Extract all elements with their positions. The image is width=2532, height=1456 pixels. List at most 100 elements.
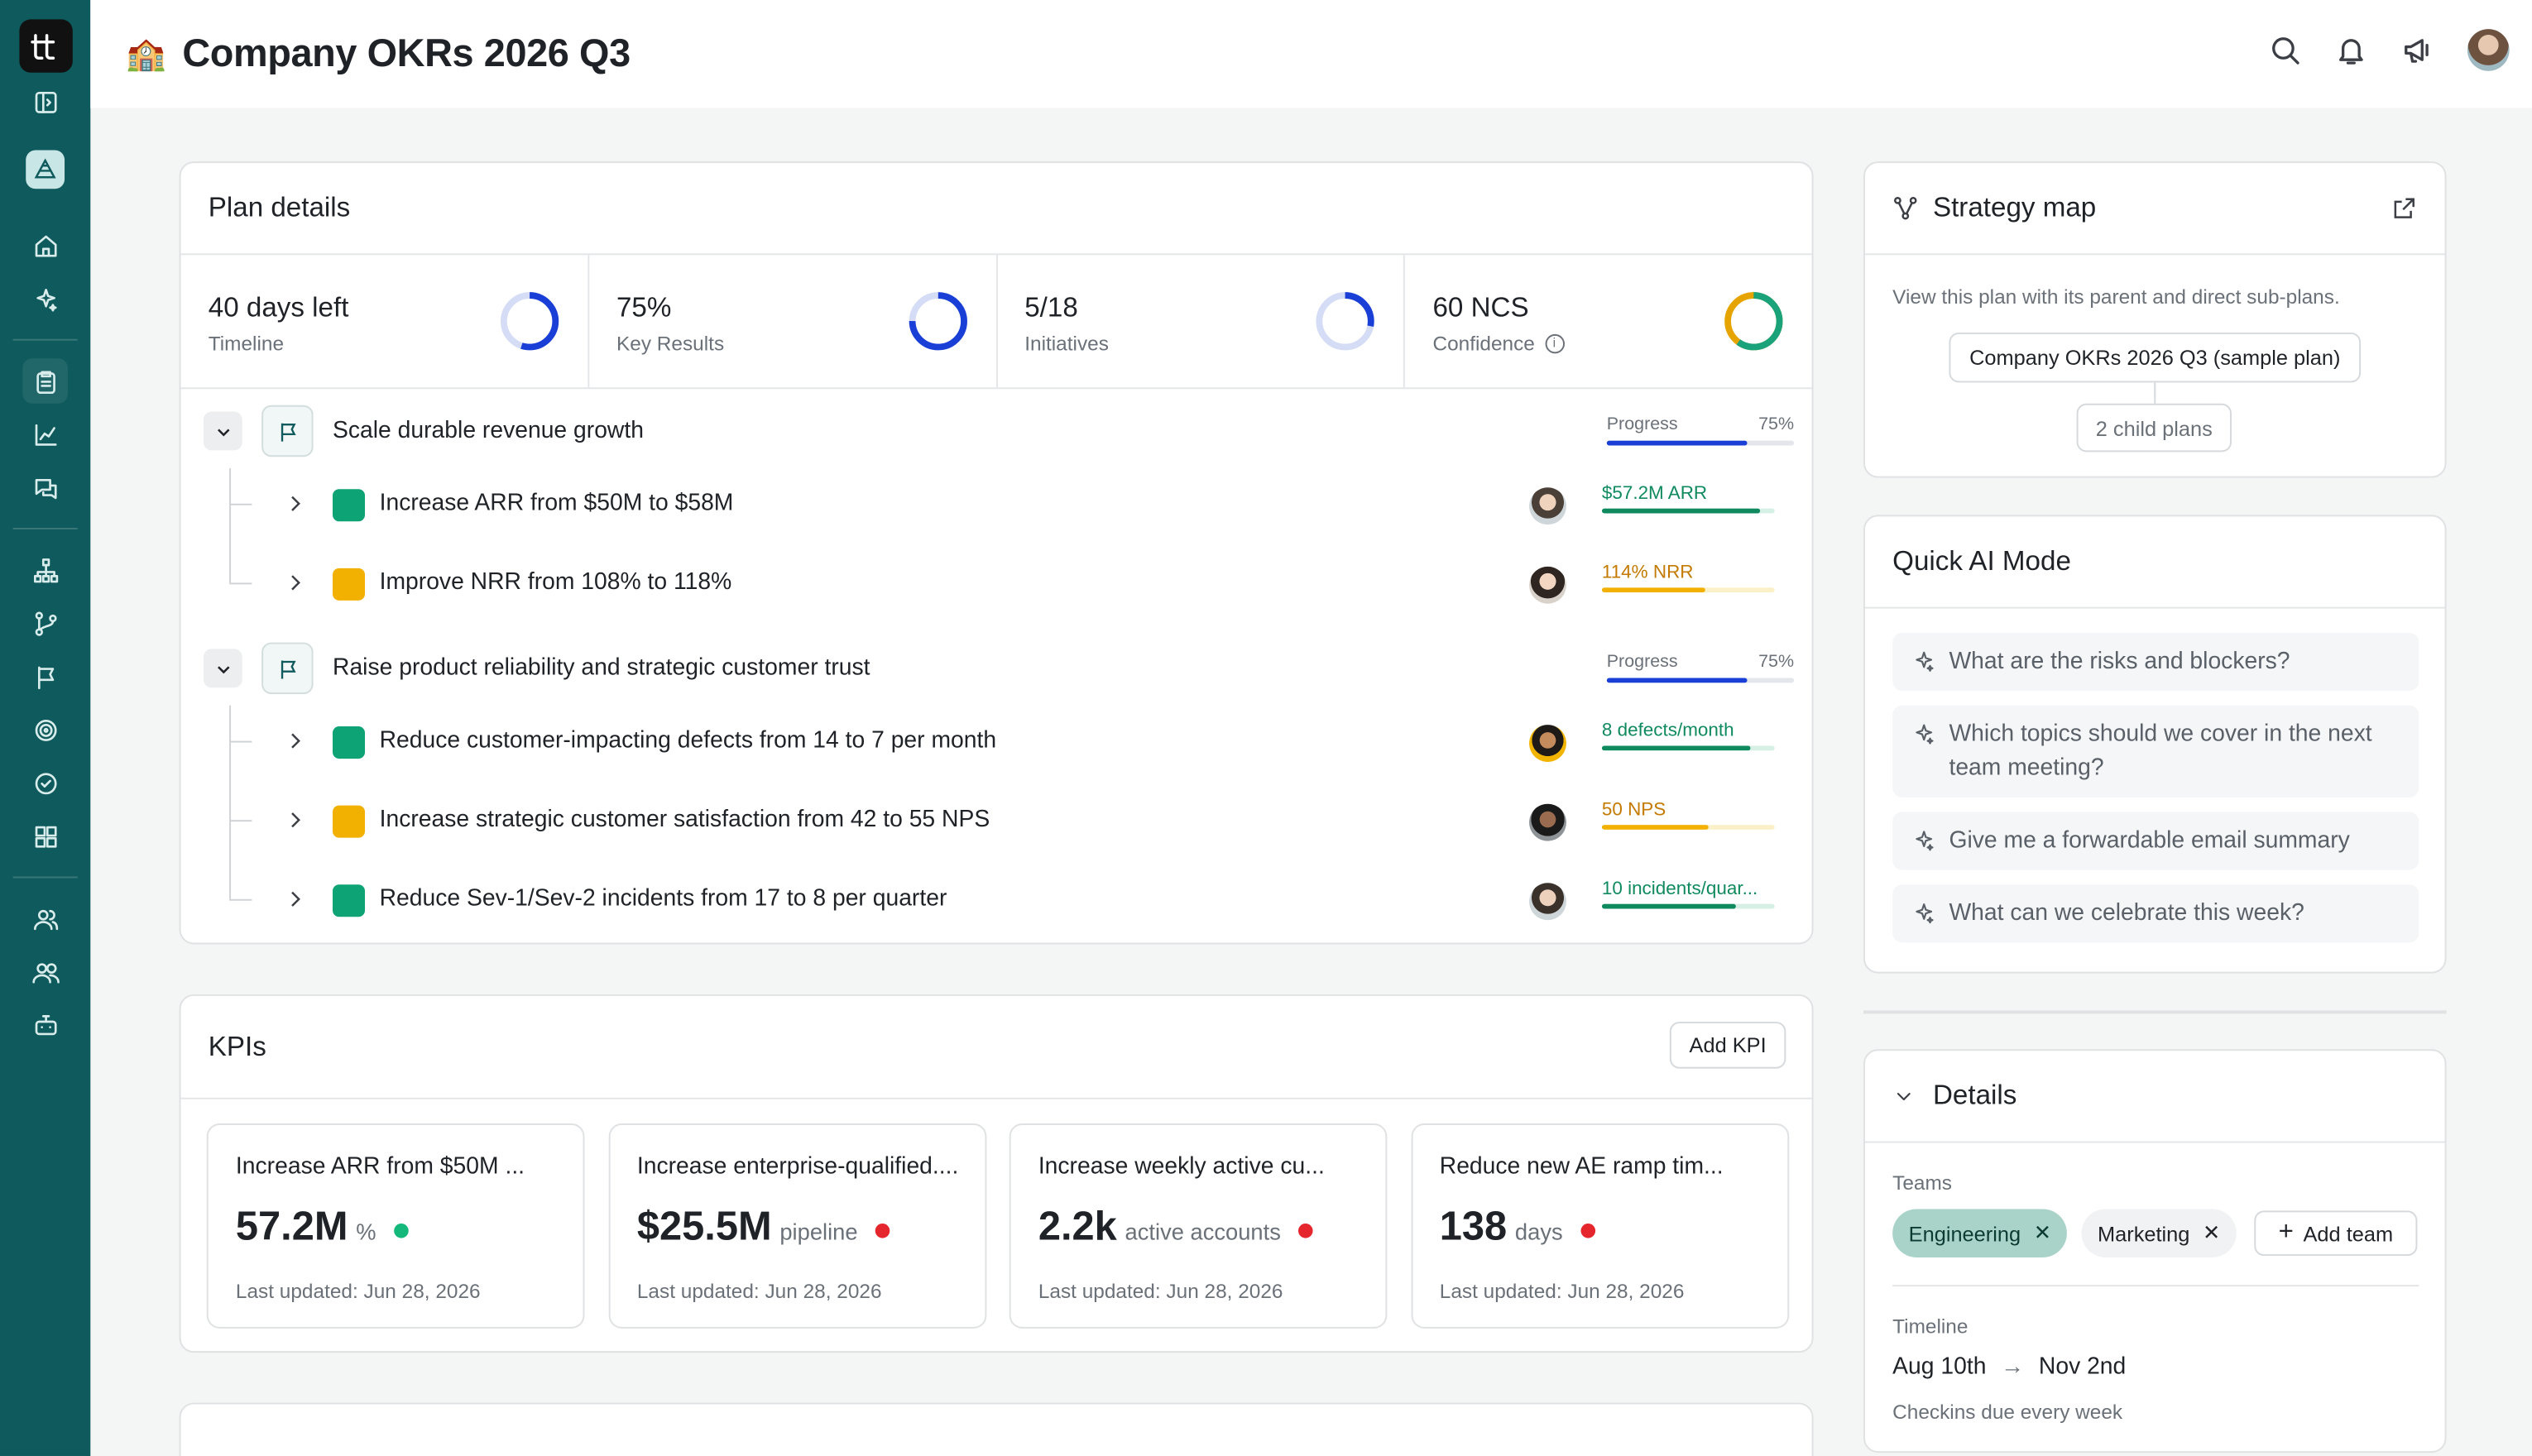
key-result-metric: 114% NRR — [1601, 563, 1775, 593]
app-logo[interactable] — [18, 19, 72, 73]
flag-icon[interactable] — [22, 654, 68, 699]
flag-icon — [280, 659, 295, 678]
chevron-down-icon[interactable] — [1892, 1085, 1915, 1107]
key-result-title[interactable]: Increase strategic customer satisfaction… — [379, 807, 990, 833]
objective-row[interactable]: Raise product reliability and strategic … — [181, 642, 1815, 707]
expand-button[interactable] — [284, 809, 306, 831]
user-avatar[interactable] — [2467, 29, 2510, 71]
key-result-metric: 10 incidents/quar... — [1601, 879, 1775, 909]
expand-button[interactable] — [284, 730, 306, 752]
metric-bar-fill — [1601, 825, 1710, 830]
kpi-updated: Last updated: Jun 28, 2026 — [1439, 1280, 1685, 1303]
owner-avatar[interactable] — [1529, 487, 1566, 525]
objective-title[interactable]: Raise product reliability and strategic … — [333, 655, 870, 682]
kpi-card[interactable]: Increase weekly active cu... 2.2k active a… — [1009, 1123, 1388, 1329]
quick-ai-card: Quick AI Mode What are the risks and blo… — [1863, 515, 2447, 974]
child-plans-node[interactable]: 2 child plans — [2076, 403, 2232, 453]
chevron-right-icon — [291, 891, 300, 907]
kpis-card: KPIs Add KPI Increase ARR from $50M ... 5… — [179, 994, 1814, 1353]
progress-ring — [1724, 292, 1783, 351]
chevron-down-icon — [217, 665, 229, 673]
remove-team-icon[interactable]: ✕ — [2202, 1220, 2221, 1245]
owner-avatar[interactable] — [1529, 883, 1566, 921]
metric-value: 8 defects/month — [1601, 721, 1734, 741]
kpi-card[interactable]: Increase ARR from $50M ... 57.2M% Last upd… — [206, 1123, 585, 1329]
ai-prompt[interactable]: Which topics should we cover in the next… — [1892, 705, 2419, 797]
bell-icon[interactable] — [2335, 34, 2367, 66]
kpi-card[interactable]: Increase enterprise-qualified.... $25.5M p… — [607, 1123, 986, 1329]
key-result-row[interactable]: Increase strategic customer satisfaction… — [181, 801, 1815, 867]
ring-fill — [1316, 292, 1375, 351]
stat-label-text: Initiatives — [1024, 332, 1109, 356]
owner-avatar[interactable] — [1529, 566, 1566, 604]
ai-prompt-text: Which topics should we cover in the next… — [1949, 721, 2372, 781]
check-circle-icon[interactable] — [22, 760, 68, 806]
expand-button[interactable] — [284, 492, 306, 515]
ai-prompt[interactable]: What can we celebrate this week? — [1892, 884, 2419, 943]
users-icon[interactable] — [22, 896, 68, 941]
okr-pyramid-icon[interactable] — [26, 150, 65, 189]
chat-icon[interactable] — [22, 465, 68, 510]
key-result-row[interactable]: Reduce Sev-1/Sev-2 incidents from 17 to … — [181, 879, 1815, 946]
tree-connector — [229, 582, 252, 585]
parent-plan-node[interactable]: Company OKRs 2026 Q3 (sample plan) — [1949, 332, 2362, 383]
stat-label-text: Confidence — [1432, 332, 1535, 356]
kpi-card[interactable]: Reduce new AE ramp tim... 138 days Last upd… — [1410, 1123, 1789, 1329]
stat-label-text: Key Results — [616, 332, 725, 356]
collapse-button[interactable] — [203, 411, 242, 451]
clipboard-icon[interactable] — [22, 358, 68, 404]
remove-team-icon[interactable]: ✕ — [2033, 1220, 2051, 1245]
key-result-row[interactable]: Improve NRR from 108% to 118% 114% NRR — [181, 563, 1815, 630]
kpi-updated: Last updated: Jun 28, 2026 — [1038, 1280, 1283, 1303]
home-icon[interactable] — [22, 223, 68, 268]
objective-row[interactable]: Scale durable revenue growth Progress 75% — [181, 405, 1815, 470]
bot-icon[interactable] — [22, 1003, 68, 1048]
chevron-right-icon — [291, 812, 300, 828]
panel-toggle-icon[interactable] — [22, 79, 68, 125]
collapse-button[interactable] — [203, 649, 242, 688]
owner-avatar[interactable] — [1529, 803, 1566, 841]
flag-icon — [280, 422, 295, 441]
search-icon[interactable] — [2269, 34, 2301, 66]
strategy-map-icon — [1894, 196, 1917, 220]
key-result-title[interactable]: Reduce customer-impacting defects from 1… — [379, 727, 997, 754]
expand-button[interactable] — [284, 572, 306, 594]
people-icon[interactable] — [22, 949, 68, 994]
expand-button[interactable] — [284, 888, 306, 910]
branch-icon[interactable] — [22, 601, 68, 646]
hierarchy-icon[interactable] — [22, 547, 68, 592]
key-result-row[interactable]: Increase ARR from $50M to $58M $57.2M ARR — [181, 484, 1815, 550]
team-chip-engineering[interactable]: Engineering ✕ — [1892, 1209, 2068, 1257]
grid-icon[interactable] — [22, 813, 68, 859]
objective-title[interactable]: Scale durable revenue growth — [333, 418, 644, 444]
team-chip-marketing[interactable]: Marketing ✕ — [2081, 1209, 2237, 1257]
external-link-icon[interactable] — [2391, 195, 2417, 221]
megaphone-icon[interactable] — [2401, 34, 2434, 66]
kpi-unit: days — [1514, 1219, 1563, 1245]
kpi-value-row: 2.2k active accounts — [1038, 1205, 1386, 1252]
chevron-right-icon — [291, 575, 300, 591]
sparkle-icon[interactable] — [22, 276, 68, 322]
kpi-title: Reduce new AE ramp tim... — [1439, 1154, 1724, 1181]
ai-prompt[interactable]: Give me a forwardable email summary — [1892, 812, 2419, 870]
ai-prompt[interactable]: What are the risks and blockers? — [1892, 632, 2419, 692]
chart-icon[interactable] — [22, 412, 68, 457]
kpi-value: 2.2k — [1038, 1204, 1117, 1250]
owner-avatar[interactable] — [1529, 725, 1566, 762]
timeline-range[interactable]: Aug 10th → Nov 2nd — [1892, 1354, 2126, 1380]
add-kpi-button[interactable]: Add KPI — [1669, 1022, 1786, 1069]
checkins-text: Checkins due every week — [1892, 1401, 2123, 1424]
kpi-value: 57.2M — [235, 1204, 348, 1250]
quick-ai-title: Quick AI Mode — [1892, 545, 2071, 577]
add-team-button[interactable]: + Add team — [2254, 1210, 2418, 1257]
key-result-row[interactable]: Reduce customer-impacting defects from 1… — [181, 721, 1815, 788]
objective-progress: Progress 75% — [1606, 652, 1795, 683]
target-icon[interactable] — [22, 707, 68, 753]
key-result-title[interactable]: Improve NRR from 108% to 118% — [379, 569, 732, 596]
key-result-title[interactable]: Reduce Sev-1/Sev-2 incidents from 17 to … — [379, 886, 947, 912]
key-result-title[interactable]: Increase ARR from $50M to $58M — [379, 491, 734, 517]
metric-bar-fill — [1601, 745, 1751, 751]
kpi-updated: Last updated: Jun 28, 2026 — [235, 1280, 481, 1303]
info-icon[interactable]: i — [1544, 333, 1565, 354]
kpi-status-dot — [1298, 1224, 1313, 1238]
